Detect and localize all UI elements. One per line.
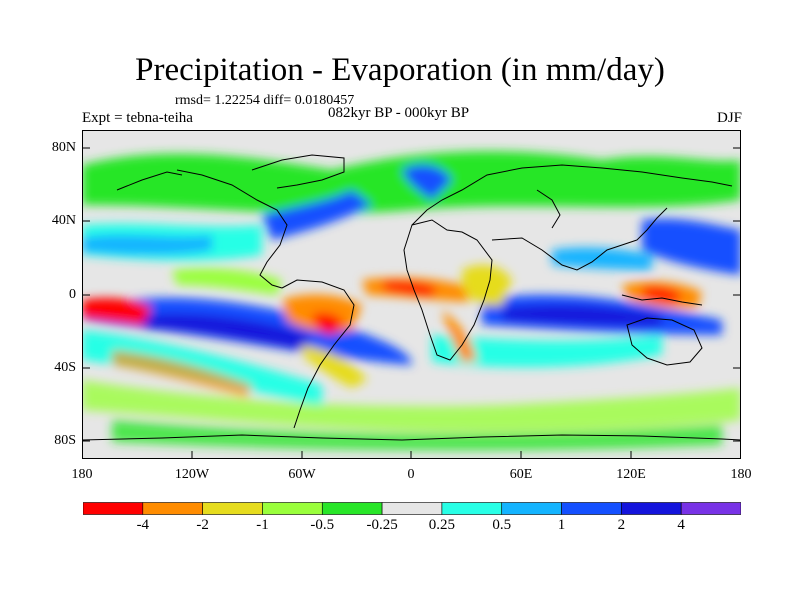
plot-title: Precipitation - Evaporation (in mm/day) [135,52,665,88]
field-shading [82,151,741,451]
season-label: DJF [716,110,742,126]
colorbar-label: 0.25 [428,517,456,533]
period-label: 082kyr BP - 000kyr BP [328,105,470,121]
colorbar-swatch [561,502,622,515]
lon-label-180e: 180 [730,467,752,482]
colorbar-label: 1 [557,517,566,533]
lon-label-60w: 60W [288,467,316,482]
stats-text: rmsd= 1.22254 diff= 0.0180457 [175,93,355,108]
axis-ticks [82,147,741,459]
colorbar-swatch [621,502,682,515]
lon-label-60e: 60E [509,467,533,482]
lon-label-0: 0 [407,467,415,482]
lon-label-180w: 180 [71,467,93,482]
colorbar-label: -0.5 [310,517,335,533]
colorbar-swatch [441,502,503,515]
colorbar [83,502,741,515]
colorbar-label: 2 [617,517,626,533]
lon-label-120e: 120E [616,467,646,482]
colorbar-label: -1 [256,517,269,533]
colorbar-swatch [142,502,203,515]
lat-label-0: 0 [69,287,76,302]
lat-label-80s: 80S [54,433,76,448]
lat-label-40s: 40S [54,360,76,375]
lat-label-40n: 40N [51,213,76,228]
experiment-label: Expt = tebna-teiha [82,110,193,126]
colorbar-label: 0.5 [492,517,512,533]
colorbar-label: 4 [677,517,685,533]
colorbar-swatch [262,502,323,515]
colorbar-label: -4 [136,517,150,533]
colorbar-label: -2 [196,517,209,533]
colorbar-swatch [501,502,562,515]
coastlines [82,154,741,441]
colorbar-swatch [321,502,383,515]
colorbar-label: -0.25 [366,517,398,533]
colorbar-swatch [202,502,263,515]
colorbar-swatch [381,502,443,515]
lat-label-80n: 80N [51,140,76,155]
map-panel [82,130,741,459]
colorbar-swatch [83,502,144,515]
lon-label-120w: 120W [174,467,210,482]
colorbar-swatch [680,502,741,515]
